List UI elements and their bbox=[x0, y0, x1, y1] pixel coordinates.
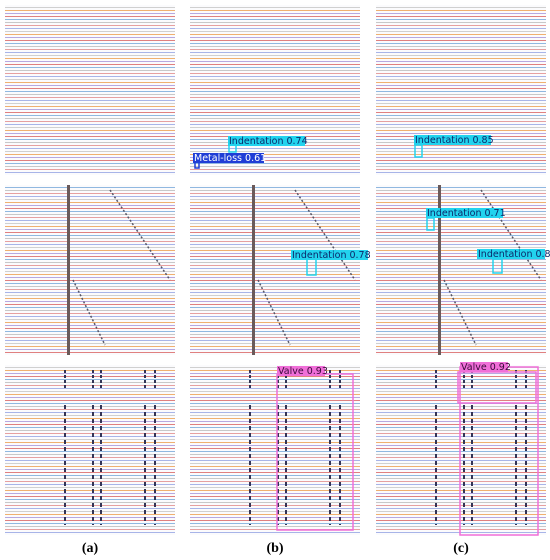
detection: Indentation 0.74 bbox=[228, 136, 308, 153]
label-background bbox=[277, 366, 325, 376]
weld-line bbox=[252, 185, 255, 355]
label-background bbox=[228, 136, 305, 146]
signal-background bbox=[5, 365, 175, 535]
detection: Metal-loss 0.61 bbox=[193, 153, 266, 169]
label-background bbox=[193, 153, 264, 163]
detection-label: Indentation 0.78 bbox=[292, 250, 371, 261]
signal-background bbox=[376, 365, 546, 535]
signal-panel bbox=[190, 185, 360, 355]
detection: Indentation 0.85 bbox=[414, 135, 494, 158]
detection: Valve 0.92 bbox=[459, 362, 539, 536]
detection-label: Valve 0.92 bbox=[461, 362, 511, 373]
bounding-box bbox=[457, 371, 537, 404]
detection-label: Indentation 0.74 bbox=[229, 136, 308, 147]
detection: Indentation 0.71 bbox=[426, 208, 506, 231]
caption: (b) bbox=[266, 541, 283, 556]
signal-panel bbox=[376, 5, 546, 175]
weld-line bbox=[67, 185, 70, 355]
signal-panel bbox=[5, 365, 175, 535]
detection-label: Metal-loss 0.61 bbox=[194, 153, 266, 164]
signal-panel bbox=[190, 5, 360, 175]
detection-label: Indentation 0.85 bbox=[415, 135, 494, 146]
diagonal-trace bbox=[257, 279, 291, 346]
detection: Indentation 0.78 bbox=[291, 250, 371, 276]
weld-line bbox=[438, 185, 441, 355]
detection-label: Valve 0.93 bbox=[278, 366, 328, 377]
detection-label: Indentation 0.82 bbox=[478, 249, 550, 260]
label-background bbox=[426, 208, 503, 218]
captions: (a) (b) (c) bbox=[82, 541, 469, 556]
signal-panel bbox=[376, 365, 546, 535]
detection-label: Indentation 0.71 bbox=[427, 208, 506, 219]
diagonal-trace bbox=[443, 279, 477, 346]
signal-panel bbox=[190, 365, 360, 535]
detections: Indentation 0.74 Metal-loss 0.61 Indentati… bbox=[193, 135, 550, 536]
detection: Indentation 0.82 bbox=[477, 249, 550, 274]
label-background bbox=[414, 135, 491, 145]
detection: Valve 0.93 bbox=[276, 366, 354, 531]
signal-background bbox=[376, 5, 546, 175]
caption: (a) bbox=[82, 541, 99, 556]
caption: (c) bbox=[453, 541, 469, 556]
signal-panel bbox=[5, 185, 175, 355]
signal-background bbox=[190, 185, 360, 355]
signal-background bbox=[5, 185, 175, 355]
signal-background bbox=[5, 5, 175, 175]
label-background bbox=[477, 249, 545, 259]
signal-background bbox=[190, 365, 360, 535]
panels bbox=[5, 5, 546, 535]
signal-panel bbox=[5, 5, 175, 175]
label-background bbox=[291, 250, 368, 260]
diagonal-trace bbox=[72, 279, 106, 346]
signal-background bbox=[190, 5, 360, 175]
label-background bbox=[460, 362, 508, 372]
